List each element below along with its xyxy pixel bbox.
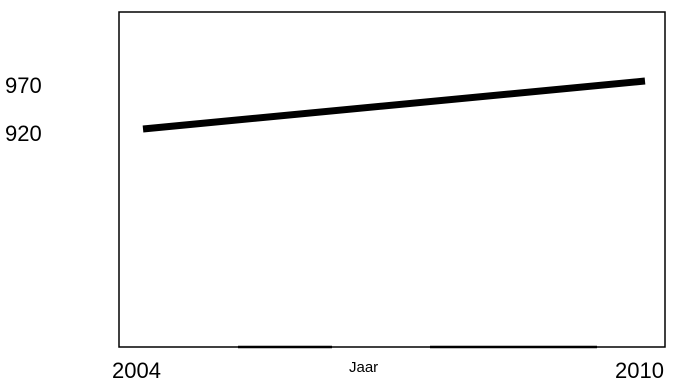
x-tick-label: 2004 (112, 358, 161, 382)
series-line (142, 77, 646, 133)
y-tick-label: 970 (5, 73, 42, 98)
y-tick-label: 920 (5, 121, 42, 146)
x-axis-title: Jaar (349, 359, 378, 376)
plot-frame (118, 11, 666, 348)
x-tick-label: 2010 (615, 358, 664, 382)
